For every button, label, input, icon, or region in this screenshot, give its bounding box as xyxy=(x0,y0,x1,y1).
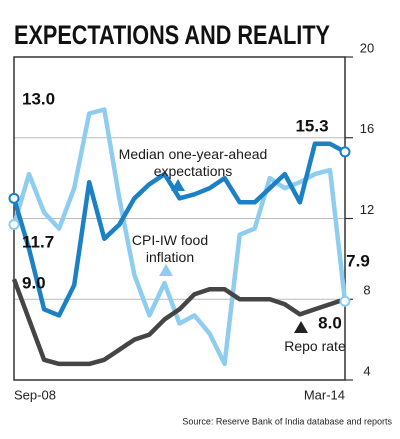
series-label: CPI-IW food inflation xyxy=(131,232,209,265)
series-label: Repo rate xyxy=(284,338,346,354)
end-dot xyxy=(339,146,351,158)
series-line xyxy=(11,278,346,367)
series-label: Median one-year-ahead expectations xyxy=(118,146,268,179)
value-label: 11.7 xyxy=(22,232,54,251)
y-tick-label: 16 xyxy=(360,121,374,136)
pointer-triangle xyxy=(159,264,173,276)
pointer-triangle xyxy=(294,321,308,333)
end-dot xyxy=(8,219,20,231)
y-tick-label: 20 xyxy=(360,40,374,55)
end-dot xyxy=(8,192,20,204)
x-tick-label: Sep-08 xyxy=(14,387,56,402)
value-label: 15.3 xyxy=(295,116,328,135)
end-dot xyxy=(339,295,351,307)
series-line xyxy=(11,141,347,318)
y-tick-label: 8 xyxy=(363,283,370,298)
source-note: Source: Reserve Bank of India database a… xyxy=(182,416,392,426)
value-label: 8.0 xyxy=(318,313,342,332)
y-tick-label: 4 xyxy=(363,363,370,378)
chart-title: EXPECTATIONS AND REALITY xyxy=(14,20,330,50)
x-tick-label: Mar-14 xyxy=(304,387,345,402)
y-tick-label: 12 xyxy=(360,202,374,217)
pointer-triangle xyxy=(171,179,185,191)
value-label: 7.9 xyxy=(346,251,370,270)
value-label: 13.0 xyxy=(22,89,55,108)
value-label: 9.0 xyxy=(22,273,46,292)
